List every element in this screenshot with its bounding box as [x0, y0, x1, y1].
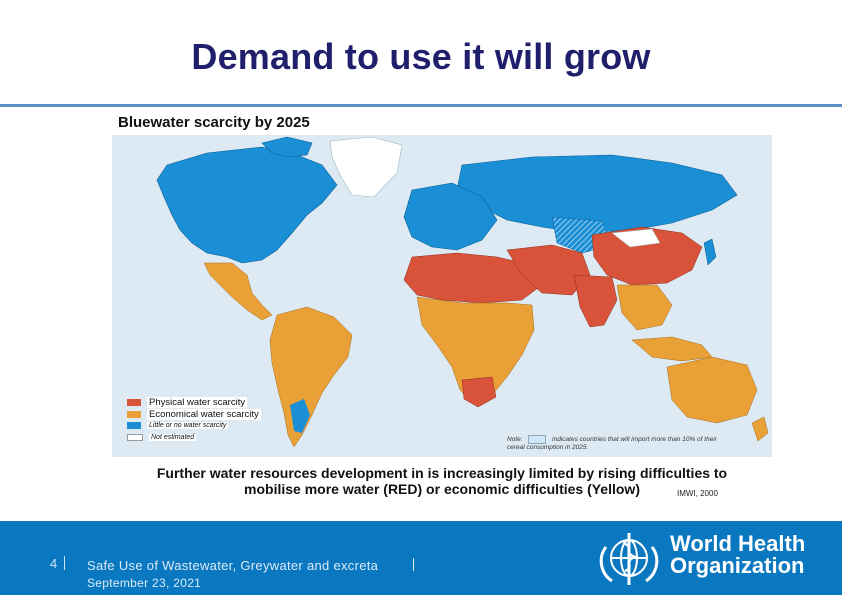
legend-swatch-economical	[127, 410, 141, 418]
who-emblem-icon	[599, 533, 659, 585]
china-region	[591, 226, 703, 286]
legend-item-little: Little or no water scarcity	[127, 420, 261, 432]
north-america-region	[156, 146, 338, 264]
footer-date: September 23, 2021	[87, 576, 202, 590]
page-number: 4	[50, 556, 58, 571]
indonesia-region	[631, 336, 713, 362]
southeast-asia-region	[616, 284, 673, 331]
legend-item-economical: Economical water scarcity	[127, 408, 261, 421]
note-text: indicates countries that will import mor…	[507, 436, 717, 452]
caption-line-2: mobilise more water (RED) or economic di…	[244, 481, 640, 497]
australia-region	[666, 356, 758, 424]
legend-swatch-little	[127, 422, 141, 430]
slide-title: Demand to use it will grow	[191, 36, 651, 77]
legend-swatch-physical	[127, 399, 141, 407]
map-caption: Further water resources development in i…	[112, 465, 772, 497]
legend-swatch-not-estimated	[127, 433, 143, 441]
mexico-region	[203, 262, 273, 321]
new-zealand-region	[751, 416, 769, 442]
legend-item-not-estimated: Not estimated	[127, 432, 261, 444]
legend-item-physical: Physical water scarcity	[127, 397, 261, 409]
footer-title-divider	[413, 558, 414, 571]
who-logo-line-2: Organization	[670, 553, 805, 578]
note-label: Note:	[507, 436, 523, 444]
who-logo-text: World Health Organization	[670, 533, 805, 577]
footer-bar	[0, 521, 842, 595]
who-logo-line-1: World Health	[670, 531, 806, 556]
title-divider	[0, 104, 842, 107]
southern-africa-red	[461, 376, 497, 408]
page-number-divider	[64, 556, 65, 570]
map-subtitle: Bluewater scarcity by 2025	[118, 114, 310, 131]
legend-label-not-estimated: Not estimated	[149, 433, 197, 441]
legend-label-economical: Economical water scarcity	[147, 408, 261, 420]
canada-islands	[261, 136, 313, 158]
greenland-region	[329, 136, 403, 198]
world-map-graphic	[156, 136, 769, 448]
legend-label-physical: Physical water scarcity	[147, 397, 248, 409]
subsaharan-africa-region	[416, 296, 535, 404]
south-america-region	[269, 306, 353, 448]
europe-region	[403, 182, 498, 251]
footer-title: Safe Use of Wastewater, Greywater and ex…	[87, 558, 379, 573]
india-region	[573, 274, 618, 328]
caption-line-1: Further water resources development in i…	[156, 465, 728, 481]
legend-label-little: Little or no water scarcity	[147, 422, 229, 430]
world-water-scarcity-map: Physical water scarcity Economical water…	[112, 135, 772, 457]
south-america-blue-area	[290, 399, 310, 433]
japan-region	[703, 238, 717, 266]
map-legend: Physical water scarcity Economical water…	[127, 397, 261, 443]
mongolia-white	[611, 228, 661, 248]
source-credit: IMWI, 2000	[677, 489, 718, 498]
north-africa-region	[403, 252, 543, 304]
map-note: Note: indicates countries that will impo…	[507, 435, 717, 452]
note-hatch-swatch	[528, 435, 547, 444]
